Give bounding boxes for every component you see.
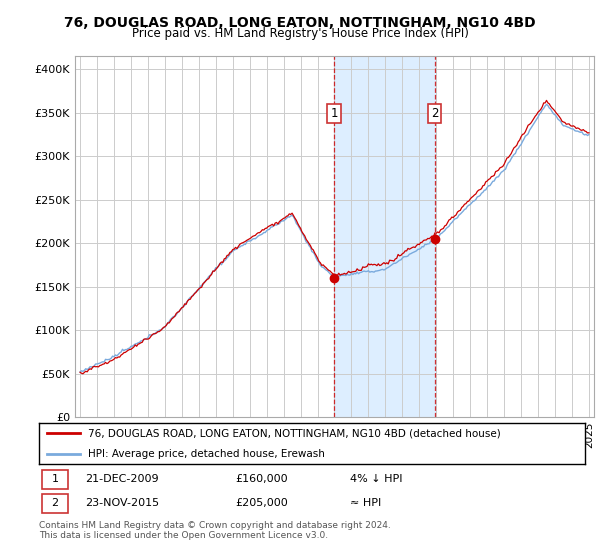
Bar — [334, 56, 434, 417]
Text: 21-DEC-2009: 21-DEC-2009 — [85, 474, 159, 484]
Text: Price paid vs. HM Land Registry's House Price Index (HPI): Price paid vs. HM Land Registry's House … — [131, 27, 469, 40]
FancyBboxPatch shape — [42, 494, 68, 513]
Text: Contains HM Land Registry data © Crown copyright and database right 2024.
This d: Contains HM Land Registry data © Crown c… — [39, 521, 391, 540]
Text: 2: 2 — [431, 108, 439, 120]
Text: HPI: Average price, detached house, Erewash: HPI: Average price, detached house, Erew… — [88, 449, 325, 459]
Text: 76, DOUGLAS ROAD, LONG EATON, NOTTINGHAM, NG10 4BD (detached house): 76, DOUGLAS ROAD, LONG EATON, NOTTINGHAM… — [88, 428, 501, 438]
Text: 23-NOV-2015: 23-NOV-2015 — [85, 498, 160, 508]
Text: 2: 2 — [51, 498, 58, 508]
Text: 1: 1 — [330, 108, 338, 120]
Text: 76, DOUGLAS ROAD, LONG EATON, NOTTINGHAM, NG10 4BD: 76, DOUGLAS ROAD, LONG EATON, NOTTINGHAM… — [64, 16, 536, 30]
FancyBboxPatch shape — [42, 470, 68, 489]
Text: £205,000: £205,000 — [236, 498, 289, 508]
Text: 1: 1 — [52, 474, 58, 484]
Text: 4% ↓ HPI: 4% ↓ HPI — [350, 474, 403, 484]
Text: £160,000: £160,000 — [236, 474, 288, 484]
Text: ≈ HPI: ≈ HPI — [350, 498, 382, 508]
